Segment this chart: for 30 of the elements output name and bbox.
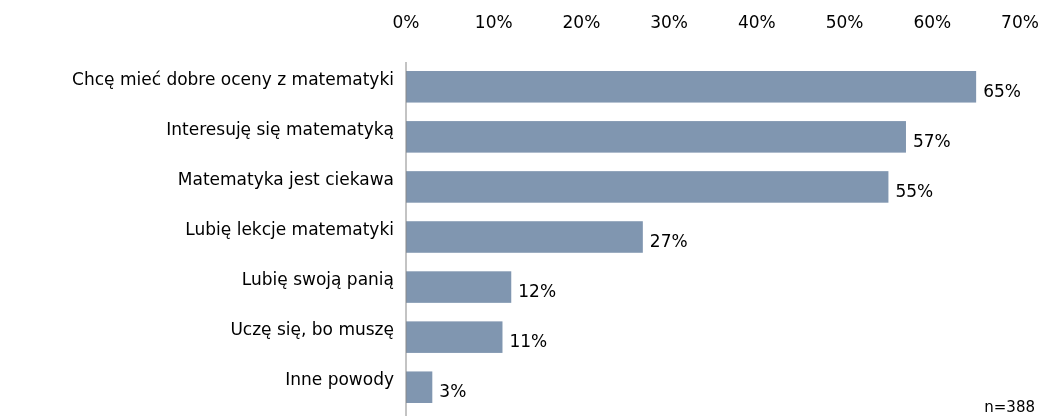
bar: [406, 121, 906, 153]
data-label: 12%: [518, 281, 557, 302]
data-label: 57%: [912, 130, 951, 151]
annotation: n=388: [984, 398, 1035, 416]
y-tick-label: Matematyka jest ciekawa: [177, 168, 394, 189]
x-tick-label: 0%: [392, 12, 420, 32]
y-tick-label: Chcę mieć dobre oceny z matematyki: [72, 68, 394, 89]
x-tick-label: 70%: [1001, 12, 1039, 32]
bar: [406, 321, 503, 353]
x-tick-label: 40%: [737, 12, 776, 32]
y-tick-label: Interesuję się matematyką: [166, 118, 394, 139]
data-label: 3%: [439, 381, 467, 402]
bar: [406, 371, 433, 403]
data-label: 27%: [649, 231, 688, 251]
bar: [406, 71, 977, 103]
bar: [406, 171, 889, 203]
x-tick-label: 30%: [650, 12, 689, 32]
bar: [406, 271, 512, 303]
x-tick-label: 10%: [474, 12, 513, 32]
y-tick-label: Lubię lekcje matematyki: [185, 219, 394, 239]
y-tick-label: Lubię swoją panią: [241, 269, 394, 290]
y-tick-label: Uczę się, bo muszę: [230, 319, 394, 340]
x-tick-label: 50%: [825, 12, 864, 32]
x-tick-label: 20%: [562, 12, 601, 32]
x-tick-label: 60%: [913, 12, 952, 32]
bar: [406, 221, 643, 253]
data-label: 65%: [983, 80, 1021, 101]
y-tick-label: Inne powody: [285, 369, 394, 390]
data-label: 55%: [895, 180, 934, 201]
data-label: 11%: [509, 331, 548, 352]
